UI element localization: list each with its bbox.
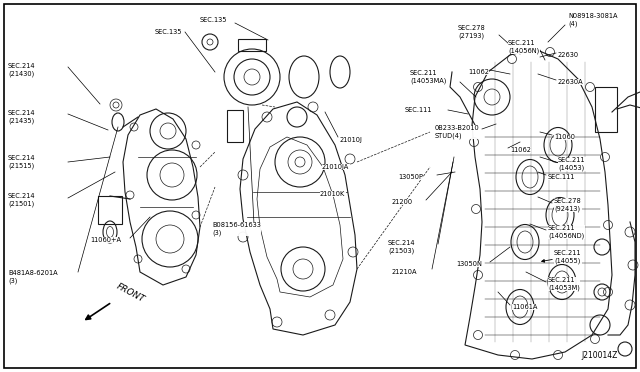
Text: SEC.214
(21435): SEC.214 (21435) <box>8 110 36 124</box>
Text: 13050P: 13050P <box>398 174 423 180</box>
Text: 21210A: 21210A <box>392 269 417 275</box>
Text: SEC.214
(21515): SEC.214 (21515) <box>8 155 36 169</box>
Text: 11062: 11062 <box>510 147 531 153</box>
Text: SEC.211
(14053M): SEC.211 (14053M) <box>548 277 580 291</box>
Text: SEC.214
(21503): SEC.214 (21503) <box>388 240 415 254</box>
Text: 11060+A: 11060+A <box>90 237 121 243</box>
Bar <box>238 39 266 51</box>
Text: J210014Z: J210014Z <box>582 351 618 360</box>
Text: 11062: 11062 <box>468 69 489 75</box>
Text: SEC.135: SEC.135 <box>155 29 182 35</box>
Text: SEC.211
(14055): SEC.211 (14055) <box>554 250 582 264</box>
Text: 21010J: 21010J <box>340 137 363 143</box>
Text: SEC.211
(14053MA): SEC.211 (14053MA) <box>410 70 446 84</box>
Text: 11060: 11060 <box>554 134 575 140</box>
Text: B08156-61633
(3): B08156-61633 (3) <box>212 222 261 236</box>
Text: 21010K: 21010K <box>320 191 345 197</box>
Bar <box>227 110 243 142</box>
Text: SEC.214
(21430): SEC.214 (21430) <box>8 63 36 77</box>
Text: SEC.211
(14056N): SEC.211 (14056N) <box>508 40 540 54</box>
Text: SEC.214
(21501): SEC.214 (21501) <box>8 193 36 207</box>
Text: 11061A: 11061A <box>512 304 538 310</box>
Text: N08918-3081A
(4): N08918-3081A (4) <box>568 13 618 27</box>
Bar <box>98 196 122 224</box>
Bar <box>595 87 617 132</box>
Text: SEC.111: SEC.111 <box>548 174 575 180</box>
Text: 13050N: 13050N <box>456 261 482 267</box>
Text: SEC.278
(92413): SEC.278 (92413) <box>554 198 582 212</box>
Text: 22630A: 22630A <box>558 79 584 85</box>
Text: SEC.278
(27193): SEC.278 (27193) <box>458 25 486 39</box>
Text: SEC.211
(14053): SEC.211 (14053) <box>558 157 586 171</box>
Text: SEC.111: SEC.111 <box>405 107 433 113</box>
Text: SEC.211
(14056ND): SEC.211 (14056ND) <box>548 225 584 239</box>
Text: 22630: 22630 <box>558 52 579 58</box>
Text: 0B233-B2010
STUD(4): 0B233-B2010 STUD(4) <box>435 125 480 139</box>
Text: 21010JA: 21010JA <box>322 164 349 170</box>
Text: 21200: 21200 <box>392 199 413 205</box>
Text: SEC.135: SEC.135 <box>200 17 227 23</box>
Text: FRONT: FRONT <box>115 282 147 304</box>
Text: B481A8-6201A
(3): B481A8-6201A (3) <box>8 270 58 284</box>
